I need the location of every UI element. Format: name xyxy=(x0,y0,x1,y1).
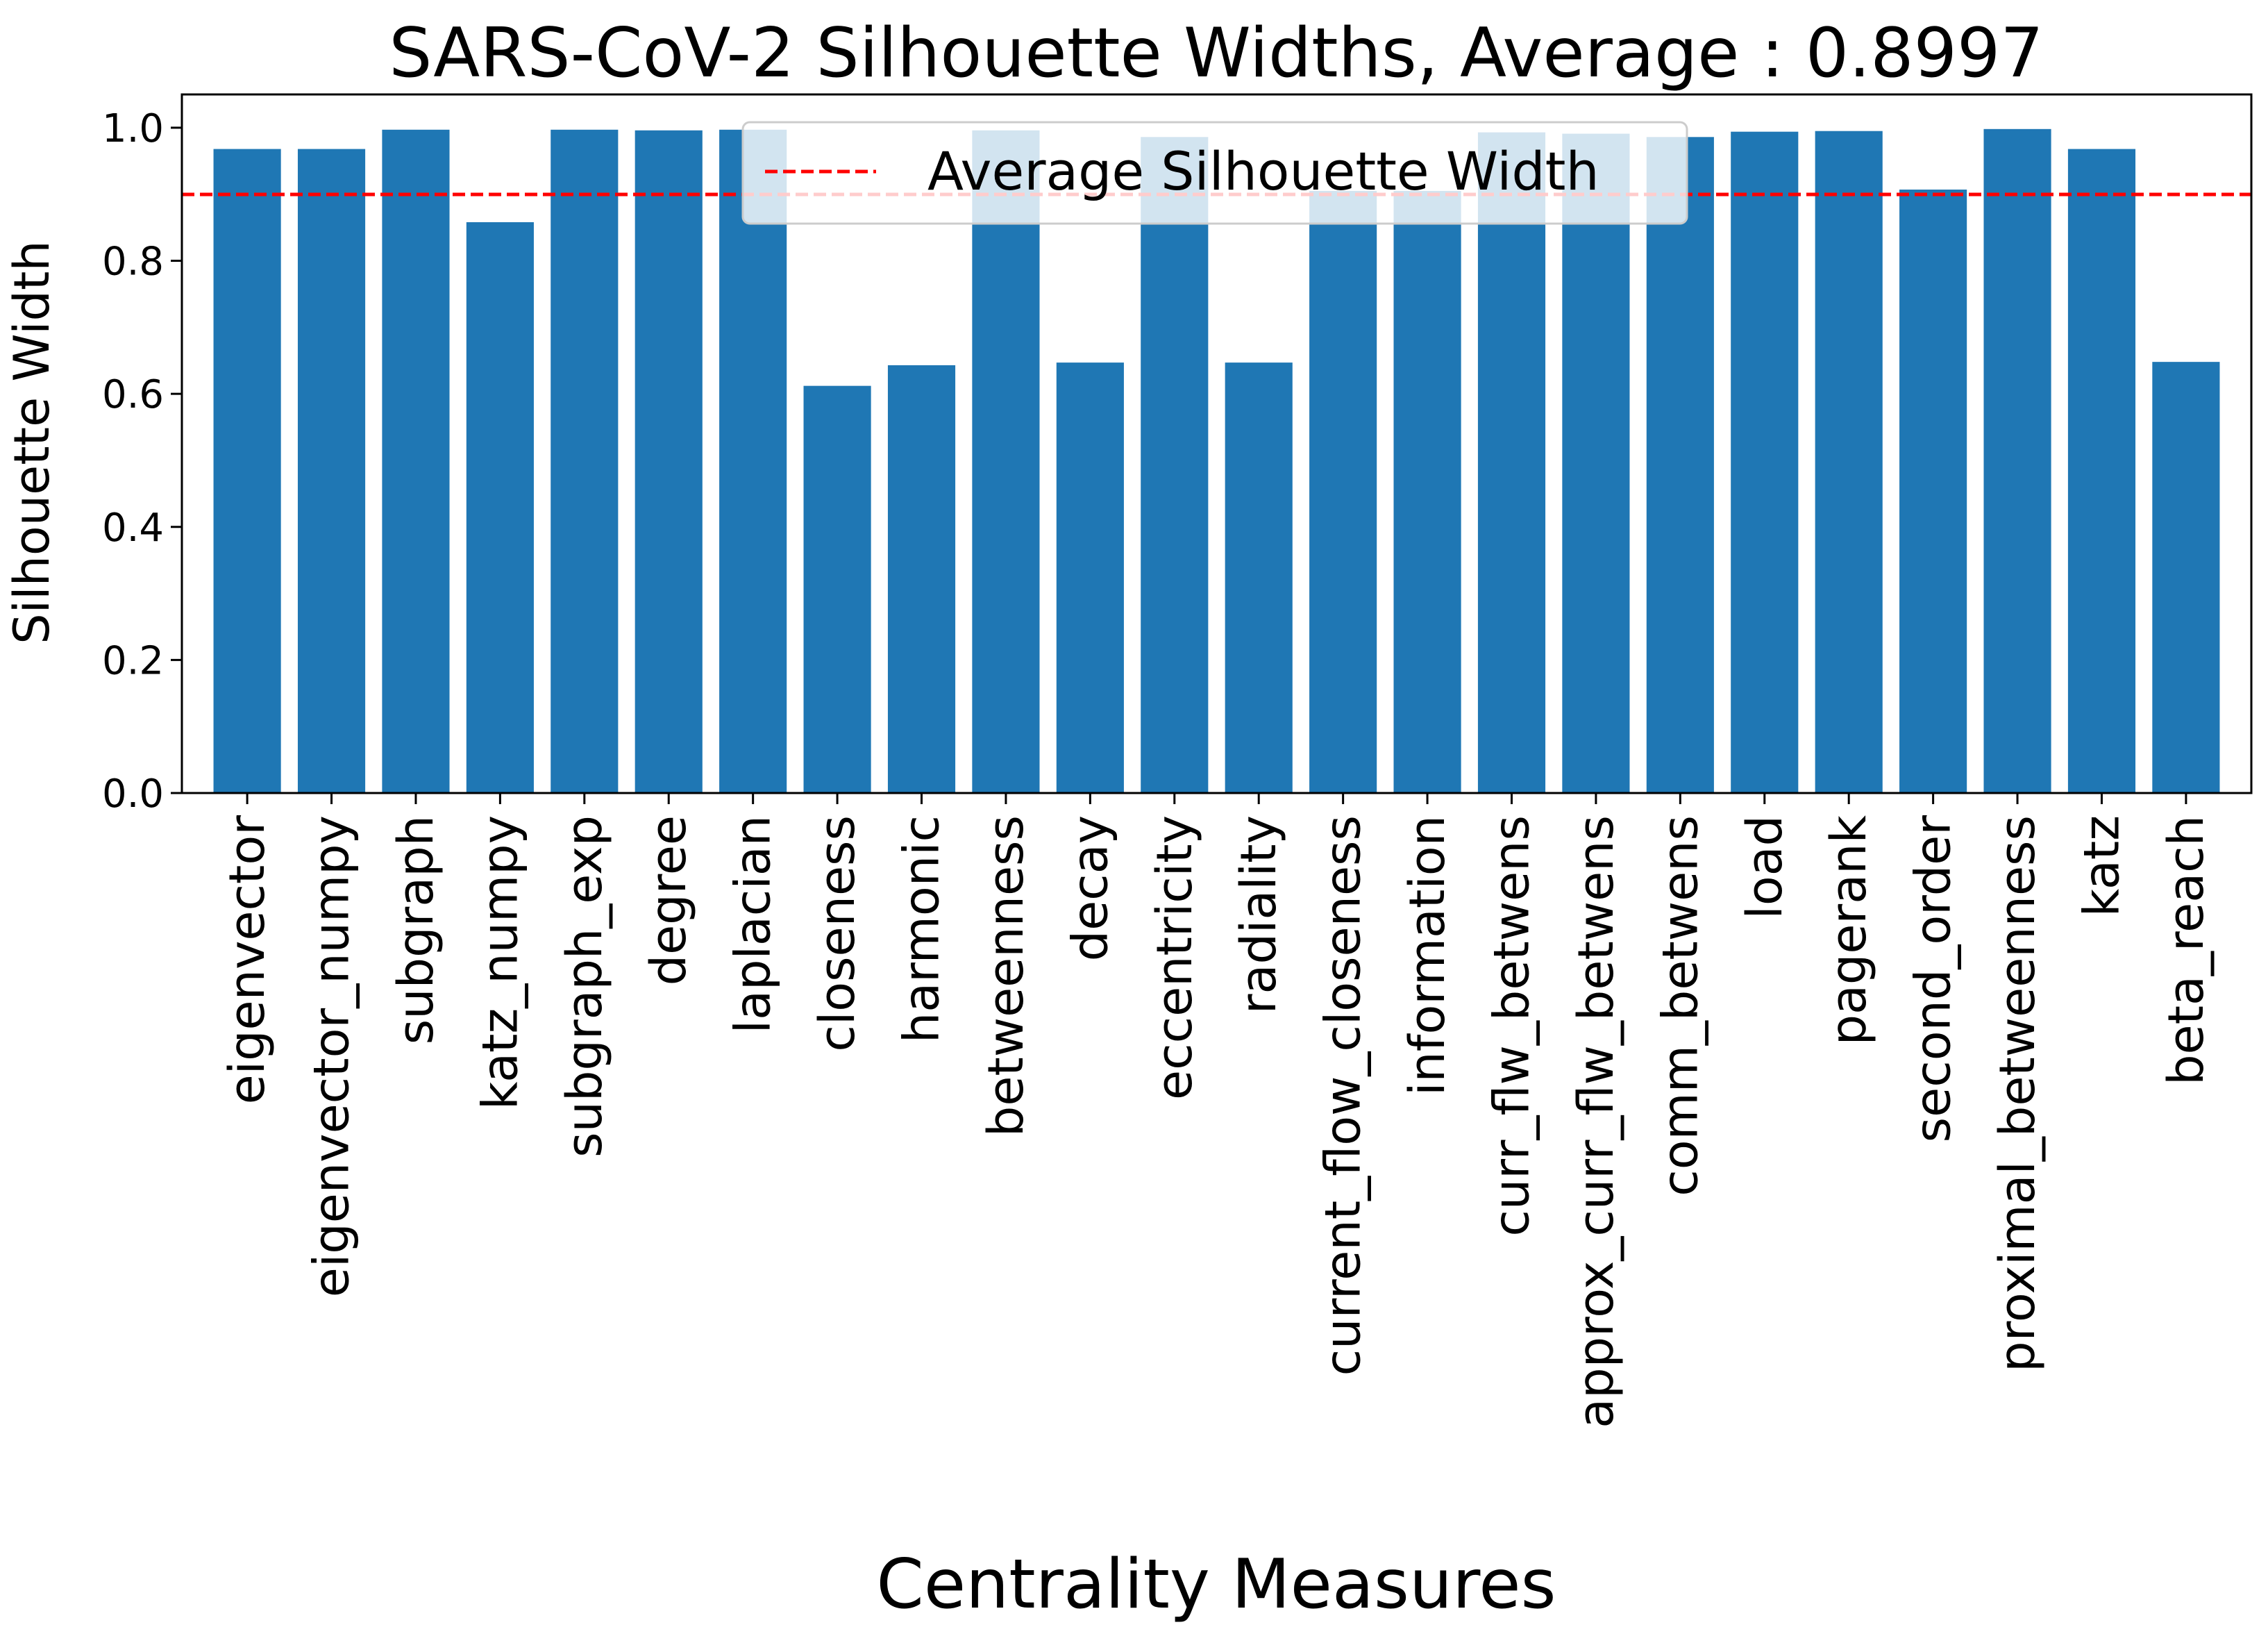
bar-information xyxy=(1393,190,1461,793)
bars-group xyxy=(213,128,2220,794)
bar-katz_numpy xyxy=(466,222,534,793)
bar-harmonic xyxy=(887,365,956,793)
bar-betweenness xyxy=(972,130,1040,794)
bar-degree xyxy=(635,130,703,794)
bar-radiality xyxy=(1225,362,1293,793)
bar-curr_flw_betwens xyxy=(1477,132,1546,793)
x-axis-label: Centrality Measures xyxy=(876,1545,1556,1624)
y-tick-label: 0.6 xyxy=(102,372,164,417)
x-tick-label: eigenvector xyxy=(219,815,276,1105)
y-tick-label: 0.2 xyxy=(102,638,164,683)
x-tick-label: katz xyxy=(2073,815,2130,917)
legend-box xyxy=(741,121,1688,225)
bar-current_flow_closeness xyxy=(1309,190,1377,793)
bar-decay xyxy=(1056,362,1124,793)
x-tick-label: radiality xyxy=(1230,815,1287,1014)
bar-proximal_betweenness xyxy=(1983,128,2051,794)
x-tick-label: eigenvector_numpy xyxy=(303,815,360,1297)
y-tick-label: 0.8 xyxy=(102,240,164,285)
x-tick-label: approx_curr_flw_betwens xyxy=(1568,815,1624,1428)
bar-subgraph_exp xyxy=(551,129,619,793)
x-tick-label: eccentricity xyxy=(1146,815,1203,1100)
plot-frame xyxy=(180,93,2253,794)
x-tick-label: harmonic xyxy=(893,815,950,1043)
x-tick-label: degree xyxy=(640,815,697,985)
bar-pagerank xyxy=(1815,131,1883,793)
bar-second_order xyxy=(1899,190,1967,793)
bar-beta_reach xyxy=(2152,362,2220,793)
x-ticks: eigenvector eigenvector_numpy subgraph katz… xyxy=(219,793,2215,1428)
x-tick-label: proximal_betweenness xyxy=(1989,815,2046,1372)
bar-comm_betwens xyxy=(1646,137,1714,793)
x-tick-label: second_order xyxy=(1905,815,1962,1143)
bar-laplacian xyxy=(719,129,787,793)
bar-eigenvector xyxy=(213,149,281,793)
bar-katz xyxy=(2067,149,2136,793)
chart-title: SARS-CoV-2 Silhouette Widths, Average : … xyxy=(389,14,2043,93)
x-tick-label: comm_betwens xyxy=(1652,815,1708,1196)
y-tick-label: 0.4 xyxy=(102,506,164,551)
bar-approx_curr_flw_betwens xyxy=(1562,133,1630,794)
x-tick-label: katz_numpy xyxy=(471,815,528,1110)
bar-eigenvector_numpy xyxy=(297,149,366,793)
x-tick-label: beta_reach xyxy=(2158,815,2215,1085)
bar-load xyxy=(1731,131,1799,794)
y-tick-label: 1.0 xyxy=(102,106,164,151)
y-ticks: 0.0 0.2 0.4 0.6 0.8 1.0 xyxy=(102,106,182,817)
bar-closeness xyxy=(803,385,871,793)
x-tick-label: subgraph_exp xyxy=(556,815,613,1158)
legend: Average Silhouette Width xyxy=(741,121,1688,225)
x-tick-label: load xyxy=(1736,815,1793,919)
y-tick-label: 0.0 xyxy=(102,772,164,817)
axes xyxy=(180,93,2253,794)
x-tick-label: betweenness xyxy=(977,815,1034,1137)
legend-label: Average Silhouette Width xyxy=(927,140,1599,202)
x-tick-label: decay xyxy=(1061,815,1118,961)
bar-eccentricity xyxy=(1141,137,1209,793)
x-tick-label: laplacian xyxy=(725,815,782,1033)
x-tick-label: curr_flw_betwens xyxy=(1483,815,1540,1237)
bar-subgraph xyxy=(382,129,450,793)
x-tick-label: closeness xyxy=(809,815,866,1052)
x-tick-label: pagerank xyxy=(1820,815,1877,1046)
x-tick-label: subgraph xyxy=(387,815,444,1044)
x-tick-label: current_flow_closeness xyxy=(1315,815,1372,1376)
y-axis-label: Silhouette Width xyxy=(3,240,60,644)
x-tick-label: information xyxy=(1399,815,1456,1096)
